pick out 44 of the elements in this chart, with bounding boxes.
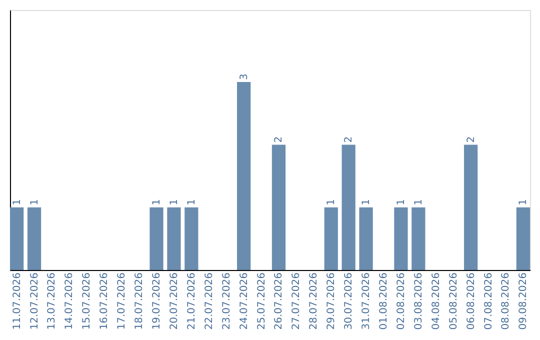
x-tick-label: 22.07.2026 <box>204 272 215 330</box>
x-tick-label: 04.08.2026 <box>430 272 442 330</box>
data-label: 1 <box>186 198 198 206</box>
x-tick-label: 25.07.2026 <box>256 272 268 330</box>
x-tick-label: 01.08.2026 <box>378 272 390 330</box>
x-tick-label: 27.07.2026 <box>291 272 302 330</box>
x-tick-label: 17.07.2026 <box>116 272 128 330</box>
x-tick-label: 24.07.2026 <box>238 272 250 330</box>
x-tick-label: 15.07.2026 <box>82 272 93 330</box>
data-label: 1 <box>361 198 372 206</box>
x-tick-label: 12.07.2026 <box>29 272 40 330</box>
data-label: 1 <box>518 198 530 206</box>
data-label: 1 <box>326 198 338 206</box>
data-label: 1 <box>413 198 424 206</box>
data-label: 3 <box>238 74 250 80</box>
x-tick-label: 11.07.2026 <box>12 272 23 330</box>
data-label: 1 <box>168 198 180 206</box>
x-tick-label: 31.07.2026 <box>361 272 372 330</box>
data-label: 1 <box>12 198 23 206</box>
x-tick-label: 19.07.2026 <box>152 272 162 330</box>
x-tick-label: 06.08.2026 <box>466 272 477 330</box>
x-tick-label: 28.07.2026 <box>308 272 320 330</box>
data-label: 1 <box>152 198 162 206</box>
x-tick-label: 26.07.2026 <box>274 272 285 330</box>
data-label: 2 <box>466 136 477 143</box>
x-tick-label: 09.08.2026 <box>518 272 530 330</box>
x-tick-label: 20.07.2026 <box>168 272 180 330</box>
x-tick-label: 30.07.2026 <box>344 272 355 330</box>
data-label: 2 <box>274 136 285 143</box>
x-tick-label: 14.07.2026 <box>64 272 76 330</box>
x-tick-label: 21.07.2026 <box>186 272 198 330</box>
x-tick-label: 03.08.2026 <box>413 272 424 330</box>
x-tick-label: 29.07.2026 <box>326 272 338 330</box>
x-tick-label: 07.08.2026 <box>483 272 494 330</box>
x-tick-label: 16.07.2026 <box>99 272 110 330</box>
data-label: 1 <box>396 198 407 206</box>
x-tick-label: 02.08.2026 <box>396 272 407 330</box>
x-tick-label: 23.07.2026 <box>221 272 232 330</box>
data-label: 1 <box>29 198 40 206</box>
x-tick-label: 13.07.2026 <box>46 272 58 330</box>
data-label: 2 <box>344 136 355 143</box>
x-tick-label: 18.07.2026 <box>134 272 146 330</box>
x-tick-label: 05.08.2026 <box>448 272 460 330</box>
x-tick-label: 08.08.2026 <box>500 272 512 330</box>
